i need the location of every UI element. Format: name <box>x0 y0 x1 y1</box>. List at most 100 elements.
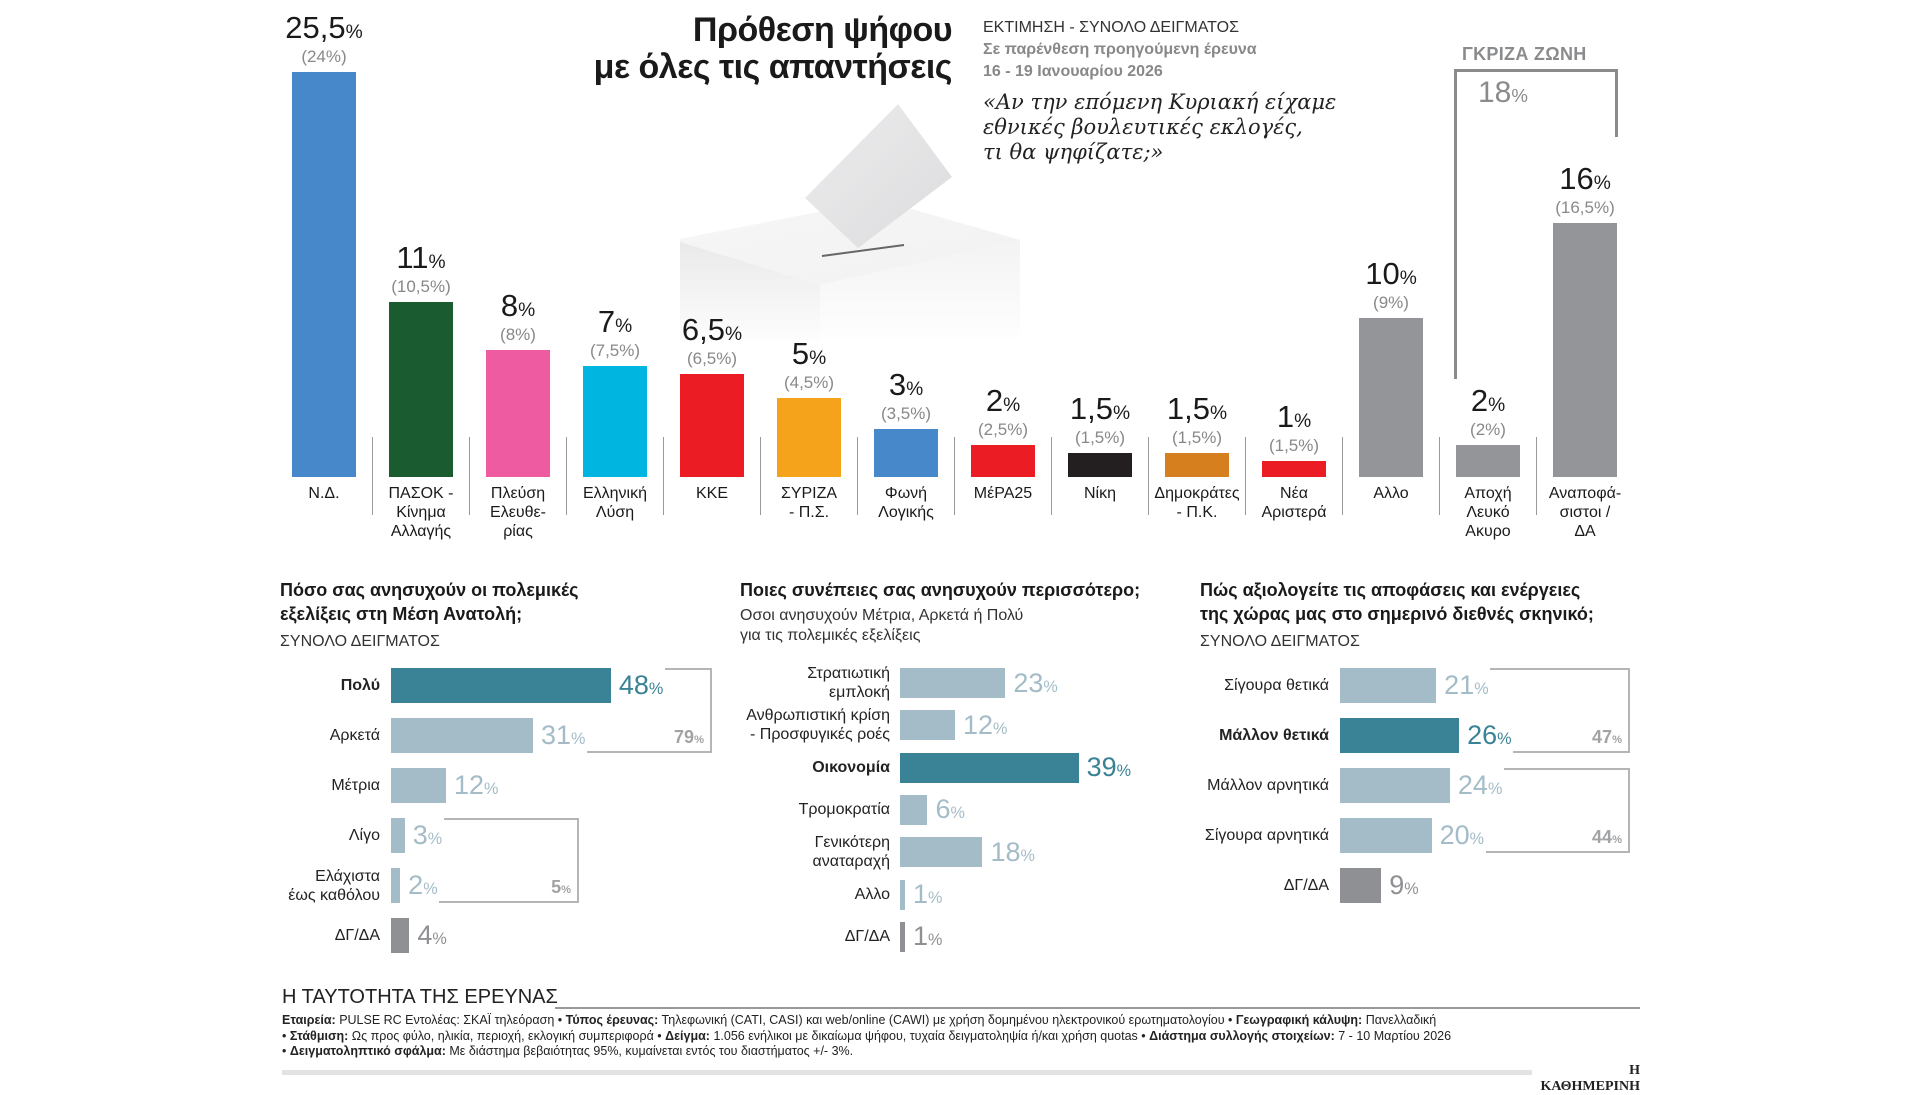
geo-value: Πανελλαδική <box>1362 1013 1437 1027</box>
bar-previous-value: (10,5%) <box>391 277 451 297</box>
group-total: 79% <box>674 727 704 747</box>
bar-category-label: ΠΑΣΟΚ - Κίνημα Αλλαγής <box>388 485 454 540</box>
vote-bar <box>1262 461 1326 477</box>
panel-title-line: Πόσο σας ανησυχούν οι πολεμικές <box>280 580 579 600</box>
category-divider <box>1536 437 1537 515</box>
row-value: 18% <box>990 836 1035 867</box>
horizontal-bar <box>1340 668 1437 703</box>
vote-bar <box>1553 222 1617 477</box>
panel-subtitle: ΣΥΝΟΛΟ ΔΕΙΓΜΑΤΟΣ <box>1200 633 1360 650</box>
bar-previous-value: (16,5%) <box>1555 197 1615 217</box>
vote-bar <box>1165 453 1229 477</box>
row-value: 21% <box>1444 670 1489 700</box>
bar-category-label: Νίκη <box>1083 485 1116 502</box>
bar-category-label: Φωνή Λογικής <box>878 485 934 521</box>
row-label: Τρομοκρατία <box>798 801 890 819</box>
horizontal-bar <box>1340 718 1460 753</box>
bar-value-label: 25,5% <box>285 9 363 45</box>
horizontal-bar <box>391 818 405 853</box>
survey-question-line: εθνικές βουλευτικές εκλογές, <box>983 115 1303 139</box>
survey-question: «Αν την επόμενη Κυριακή είχαμε εθνικές β… <box>983 90 1363 165</box>
bar-previous-value: (8%) <box>500 324 536 344</box>
category-divider <box>372 437 373 515</box>
row-value: 39% <box>1086 752 1132 783</box>
row-label: ΔΓ/ΔΑ <box>1283 877 1329 894</box>
category-divider <box>954 437 955 515</box>
chart-title-line2: με όλες τις απαντήσεις <box>593 48 953 86</box>
row-value: 1% <box>913 879 943 909</box>
bar-previous-value: (3,5%) <box>880 404 932 424</box>
row-label: ΔΓ/ΔΑ <box>334 927 380 944</box>
category-divider <box>1439 437 1440 515</box>
group-total: 5% <box>551 877 571 897</box>
horizontal-bar <box>900 752 1079 783</box>
row-value: 31% <box>540 720 586 750</box>
bar-previous-value: (7,5%) <box>589 340 641 360</box>
row-value: 6% <box>935 794 965 825</box>
panel-title: Πώς αξιολογείτε τις αποφάσεις και ενέργε… <box>1200 578 1650 626</box>
row-value: 23% <box>1013 667 1058 698</box>
bracket-bottom-line <box>586 751 712 753</box>
row-label: Ελάχιστα έως καθόλου <box>288 867 380 904</box>
bar-value-label: 5% <box>791 335 827 371</box>
bar-value-label: 16% <box>1559 160 1611 196</box>
type-value: Τηλεφωνική (CATI, CASI) και web/online (… <box>658 1013 1236 1027</box>
bar-category-label: Ν.Δ. <box>308 485 340 502</box>
row-label: Σίγουρα θετικά <box>1224 677 1329 694</box>
chart-title: Πρόθεση ψήφου με όλες τις απαντήσεις <box>540 12 953 86</box>
category-divider <box>1245 437 1246 515</box>
bar-value-label: 11% <box>396 240 446 276</box>
sample-label: Δείγμα: <box>665 1028 710 1043</box>
bar-value-label: 3% <box>888 367 924 403</box>
bracket-top-line <box>1503 768 1630 770</box>
bar-category-label: ΣΥΡΙΖΑ - Π.Σ. <box>780 485 838 521</box>
bar-category-label: Δημοκράτες - Π.Κ. <box>1154 485 1240 521</box>
horizontal-bar <box>391 918 410 953</box>
panel-subtitle: Οσοι ανησυχούν Μέτρια, Αρκετά ή Πολύ για… <box>740 606 1200 646</box>
bar-category-label: Αλλο <box>1373 485 1409 502</box>
row-label: Πολύ <box>340 677 380 694</box>
category-divider <box>760 437 761 515</box>
category-divider <box>1342 437 1343 515</box>
panel-title: Ποιες συνέπειες σας ανησυχούν περισσότερ… <box>740 580 1141 600</box>
type-label: Τύπος έρευνας: <box>565 1013 659 1027</box>
horizontal-bar <box>900 837 983 868</box>
bar-previous-value: (1,5%) <box>1171 428 1223 448</box>
horizontal-bar <box>1340 768 1450 803</box>
vote-intention-chart: 25,5% (24%) Ν.Δ. 11% (10,5%) ΠΑΣΟΚ - Κίνημα Αλλ… <box>285 9 1622 540</box>
vote-bar <box>583 365 647 477</box>
bar-category-label: Αναποφά-σιστοι / ΔΑ <box>1548 485 1622 540</box>
vote-bar <box>1456 445 1520 477</box>
category-divider <box>1051 437 1052 515</box>
bar-previous-value: (2,5%) <box>977 420 1029 440</box>
bullet: • <box>282 1028 290 1043</box>
grey-zone-bracket-top <box>1454 69 1618 72</box>
vote-bar <box>389 302 453 477</box>
estimate-label: ΕΚΤΙΜΗΣΗ - ΣΥΝΟΛΟ ΔΕΙΓΜΑΤΟΣ <box>983 19 1239 36</box>
horizontal-bar <box>391 868 401 903</box>
row-value: 12% <box>453 770 499 800</box>
bracket-top-line <box>443 818 579 820</box>
bar-category-label: Νέα Αριστερά <box>1261 485 1327 521</box>
vote-bar <box>680 373 744 477</box>
bracket-top-line <box>1490 668 1630 670</box>
period-label: Διάστημα συλλογής στοιχείων: <box>1149 1028 1335 1043</box>
grey-zone-total-value: 18 <box>1478 76 1512 109</box>
vote-bar <box>777 397 841 477</box>
row-value: 20% <box>1439 820 1485 850</box>
newspaper-logo: Η ΚΑΘΗΜΕΡΙΝΗ <box>1540 1063 1640 1094</box>
row-value: 12% <box>962 709 1008 740</box>
bar-value-label: 7% <box>597 303 633 339</box>
grey-zone-bracket-left <box>1454 69 1457 379</box>
bar-previous-value: (24%) <box>301 46 347 66</box>
company-value: PULSE RC Εντολέας: ΣΚΑΪ τηλεόραση • <box>335 1013 566 1027</box>
horizontal-bar <box>900 668 1006 698</box>
bar-previous-value: (1,5%) <box>1074 428 1126 448</box>
row-label: Μέτρια <box>331 777 380 794</box>
bar-value-label: 2% <box>1470 383 1506 419</box>
row-label: Αρκετά <box>329 727 380 744</box>
row-value: 26% <box>1467 720 1512 750</box>
company-label: Εταιρεία: <box>282 1013 336 1027</box>
ballot-slot <box>821 244 905 257</box>
category-divider <box>1148 437 1149 515</box>
